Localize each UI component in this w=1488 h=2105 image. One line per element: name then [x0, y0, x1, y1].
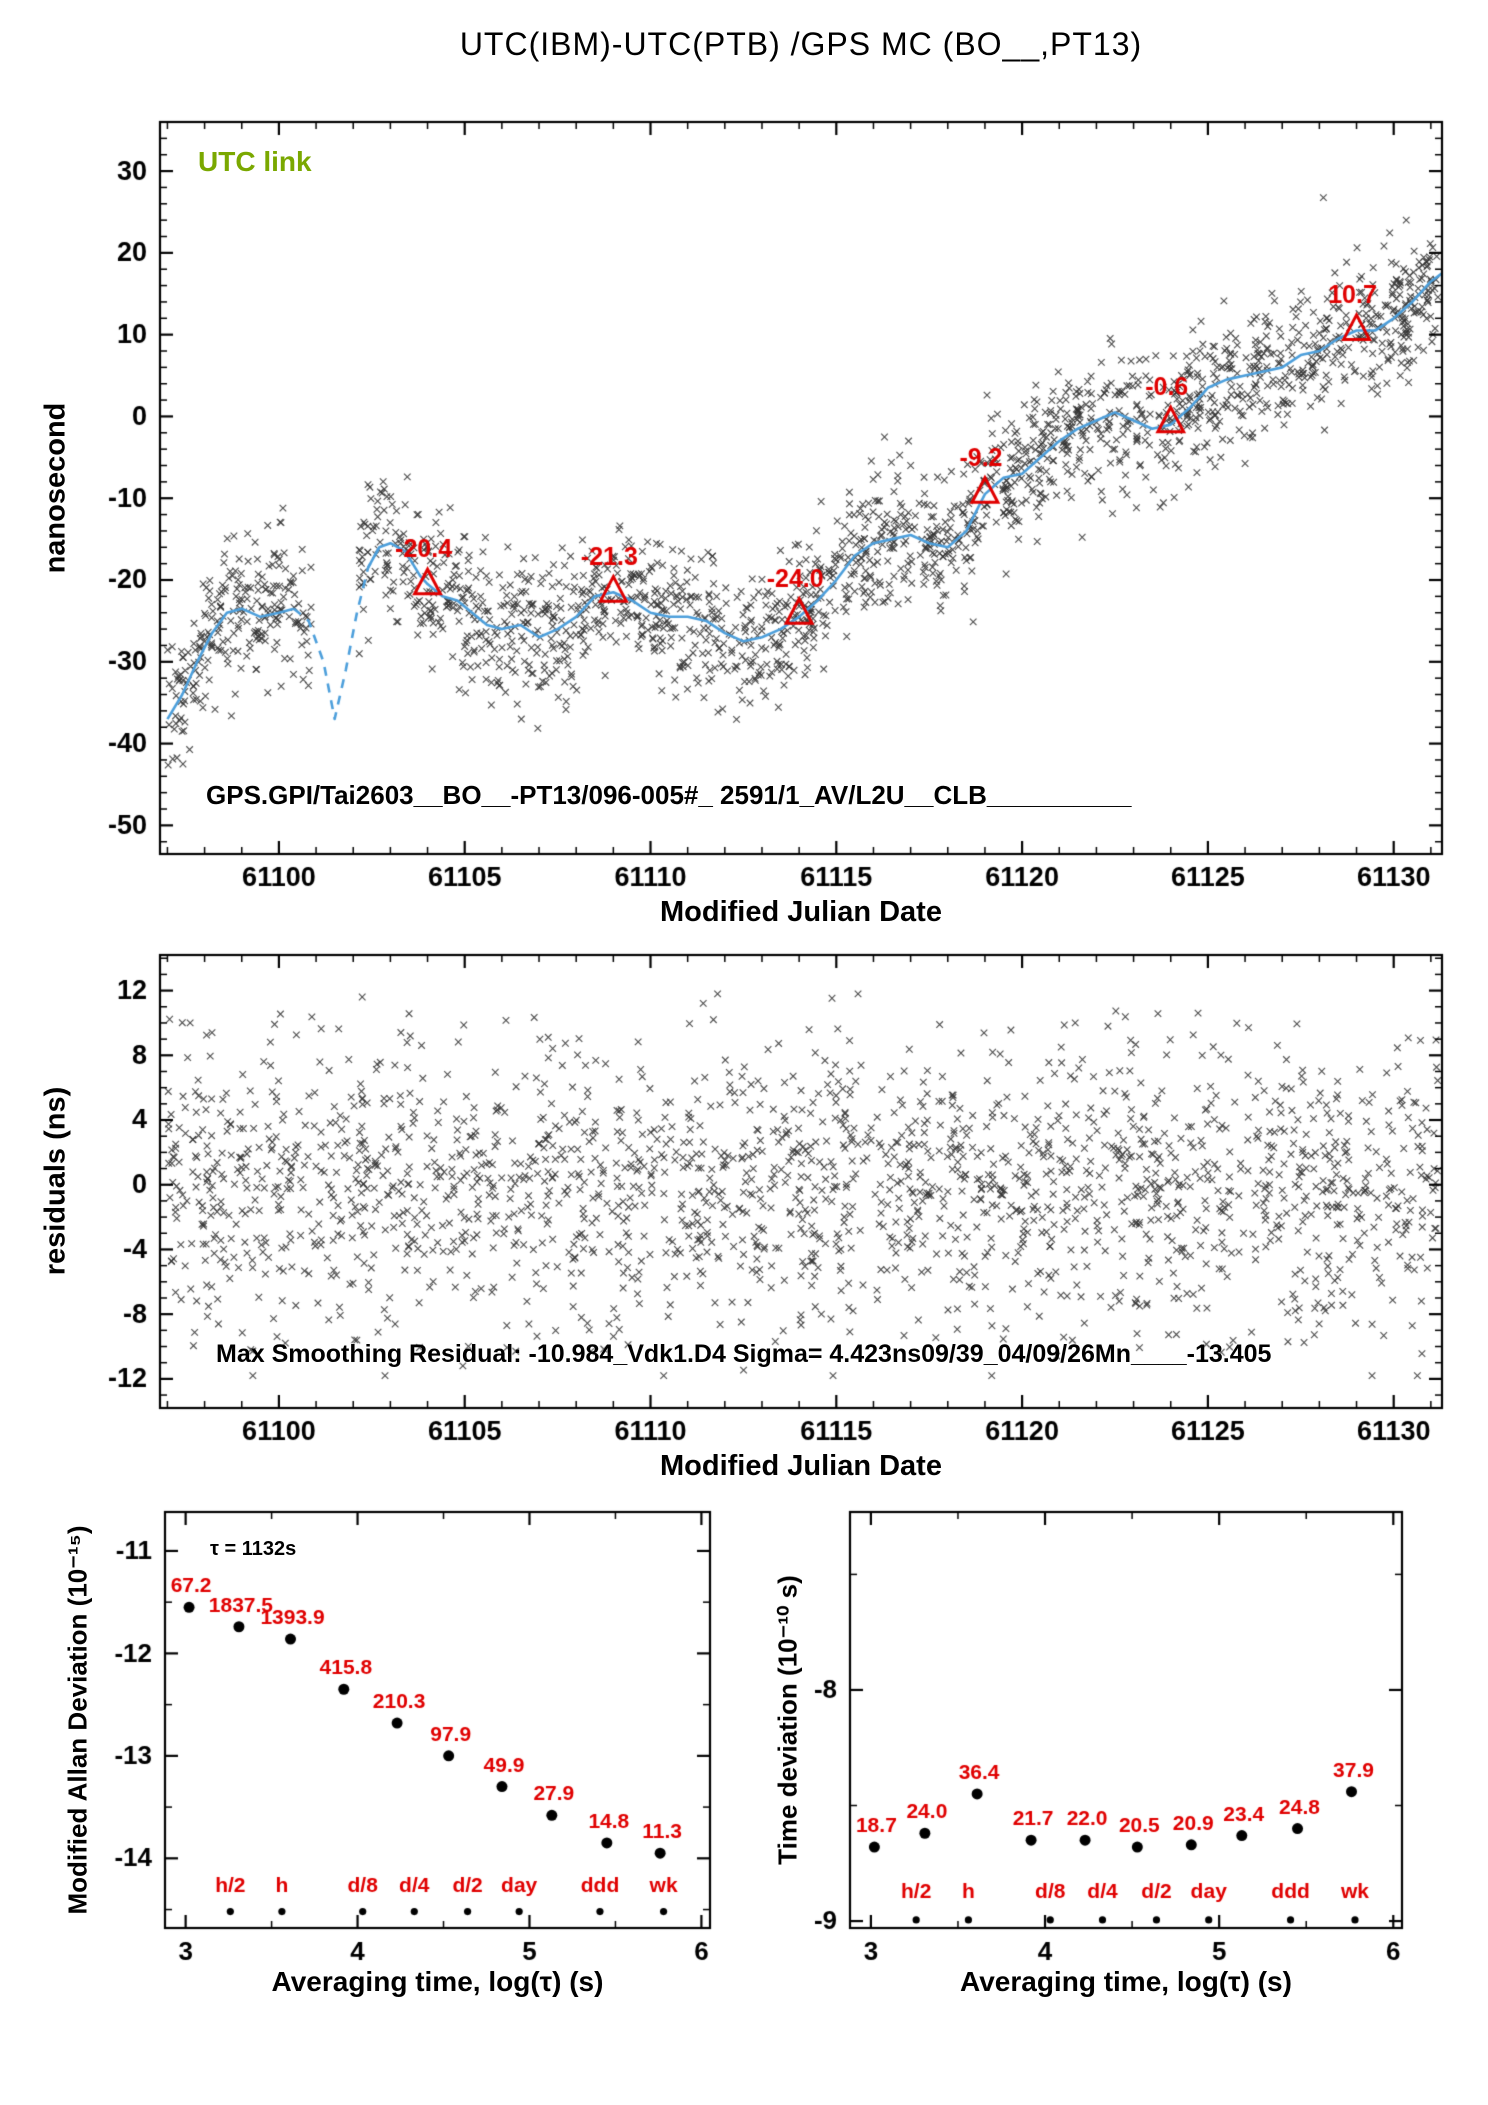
page-title: UTC(IBM)-UTC(PTB) /GPS MC (BO__,PT13) — [459, 26, 1143, 62]
panel1-y-axis-label: nanosecond — [39, 402, 72, 574]
panel2-y-axis-label: residuals (ns) — [39, 1086, 72, 1276]
panel2-x-axis-label: Modified Julian Date — [660, 1450, 942, 1482]
panel1-footer-text: GPS.GPI/Tai2603__BO__-PT13/096-005#_ 259… — [206, 780, 1132, 810]
panel3-x-axis-label: Averaging time, log(τ) (s) — [271, 1966, 604, 1997]
panel3-y-axis-label: Modified Allan Deviation (10⁻¹⁵) — [62, 1525, 93, 1915]
panel4-x-axis-label: Averaging time, log(τ) (s) — [960, 1966, 1292, 1997]
utc-link-label: UTC link — [198, 146, 312, 177]
panel2-footer-text: Max Smoothing Residual: -10.984_Vdk1.D4 … — [216, 1340, 1272, 1368]
panel4-y-axis-label: Time deviation (10⁻¹⁰ s) — [772, 1575, 803, 1865]
panel1-x-axis-label: Modified Julian Date — [660, 896, 942, 928]
tau-annotation: τ = 1132s — [210, 1538, 297, 1560]
